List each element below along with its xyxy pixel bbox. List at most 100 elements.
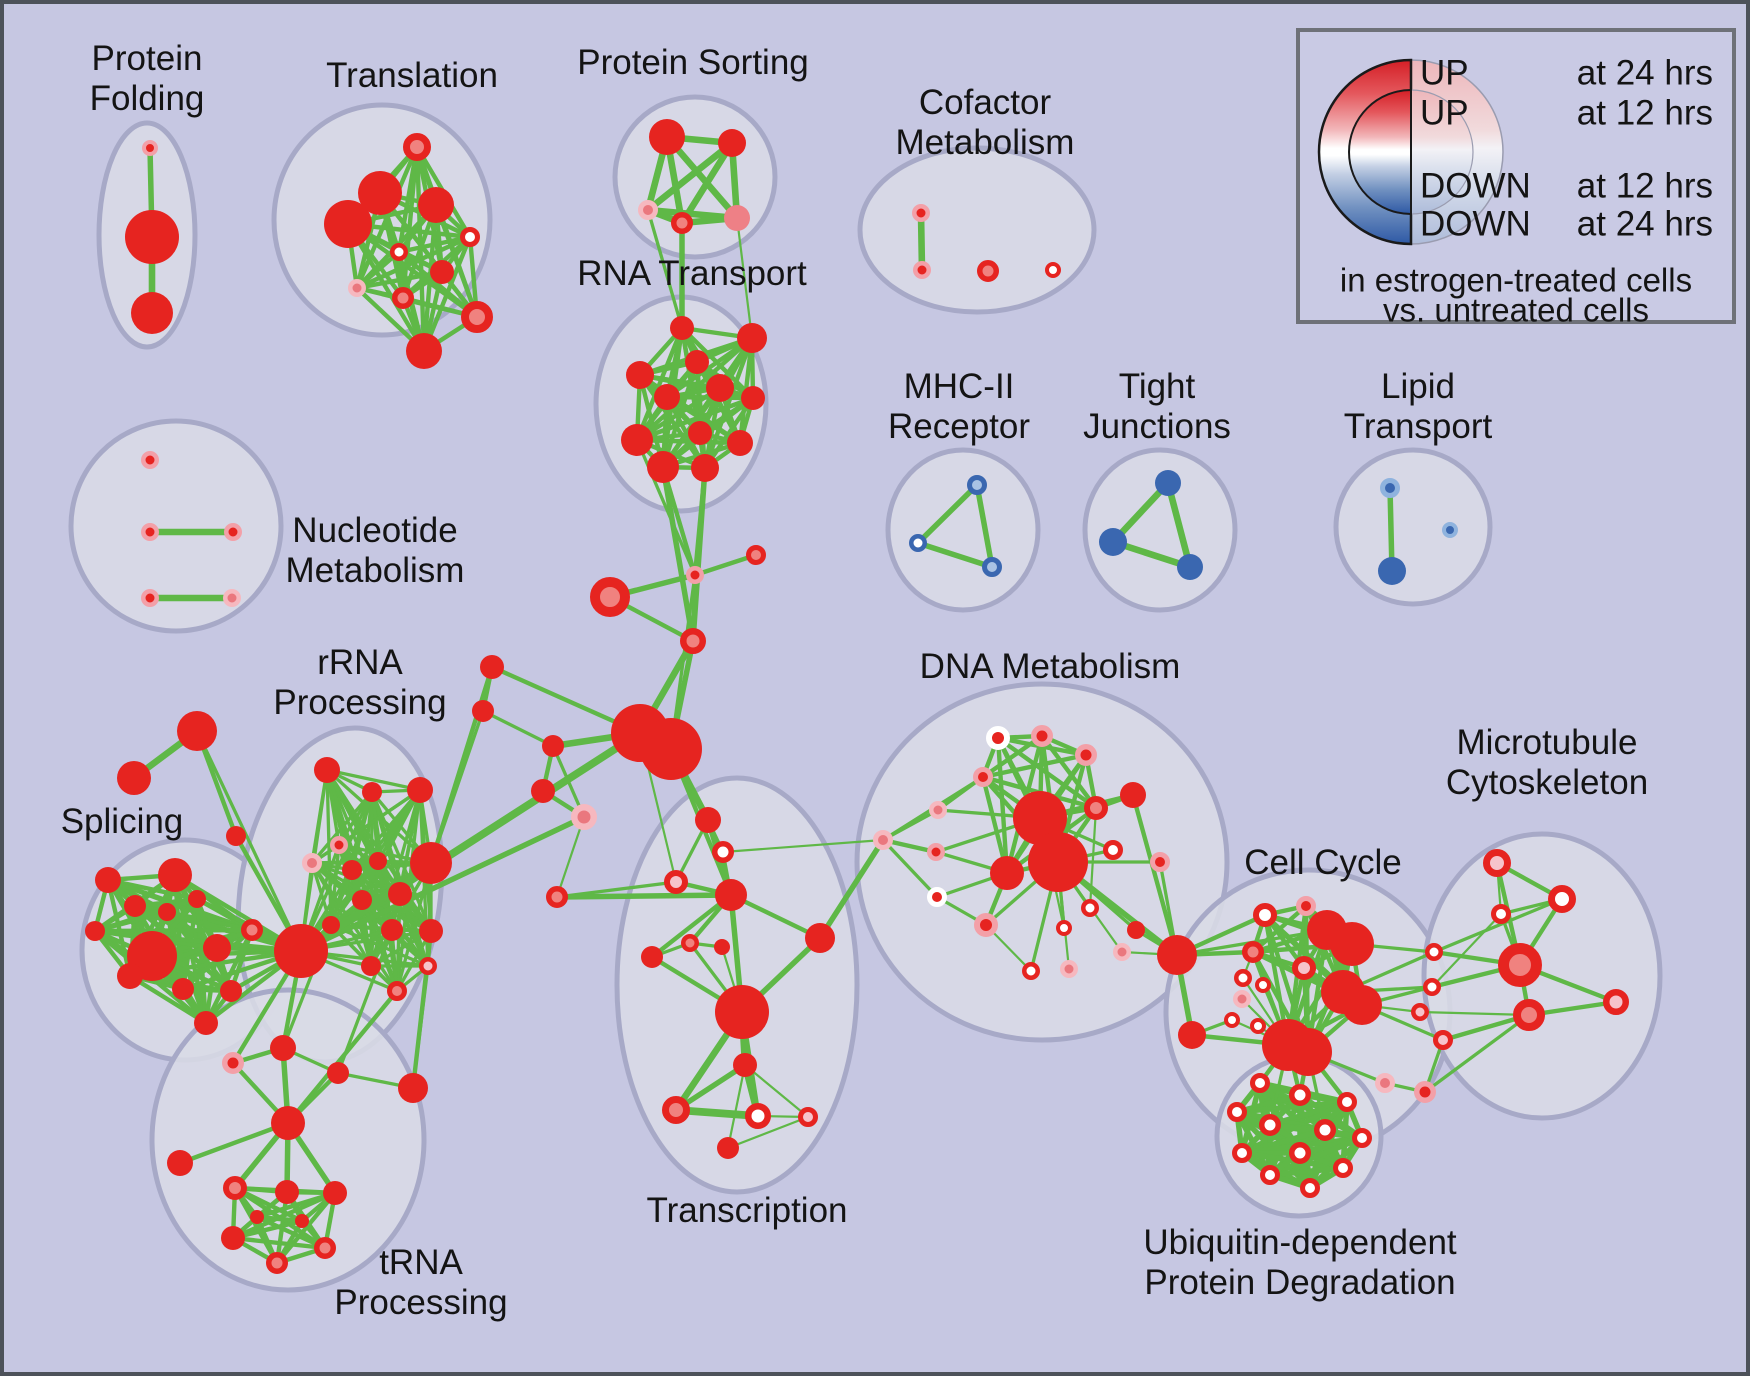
legend-row-keyword: UP — [1420, 53, 1469, 92]
network-node — [712, 841, 734, 863]
network-edge — [660, 464, 698, 578]
network-node — [480, 655, 504, 679]
network-edge — [230, 1235, 328, 1251]
network-node — [324, 200, 372, 248]
network-node — [177, 711, 217, 751]
network-node — [1375, 1073, 1395, 1093]
network-node — [1084, 796, 1108, 820]
network-node — [718, 129, 746, 157]
network-node — [131, 292, 173, 334]
network-edge — [646, 208, 684, 330]
network-node — [990, 856, 1024, 890]
network-node — [352, 890, 372, 910]
network-edge — [980, 752, 1089, 780]
network-edge — [285, 988, 400, 1126]
network-edge — [232, 1185, 305, 1224]
network-node — [873, 830, 893, 850]
network-node — [1013, 791, 1067, 845]
cluster-ellipse-protein-sorting — [612, 94, 778, 260]
network-node — [1224, 1012, 1240, 1028]
network-node — [410, 842, 452, 884]
network-node — [327, 1062, 349, 1084]
network-node — [1045, 262, 1061, 278]
network-edge — [726, 1063, 747, 1150]
network-node — [1548, 885, 1576, 913]
network-node — [460, 227, 480, 247]
network-edge — [634, 437, 743, 446]
legend-row-keyword: UP — [1420, 93, 1469, 132]
network-node — [1081, 899, 1099, 917]
network-node — [1177, 554, 1203, 580]
network-edge — [396, 234, 473, 255]
network-node — [223, 589, 241, 607]
network-node — [913, 261, 931, 279]
network-node — [1423, 978, 1441, 996]
network-node — [387, 981, 407, 1001]
network-edge — [92, 928, 304, 954]
network-node — [1491, 904, 1511, 924]
network-node — [158, 903, 176, 921]
network-node — [571, 804, 597, 830]
network-node — [406, 333, 442, 369]
network-node — [418, 187, 454, 223]
cluster-label-tight-junctions: Tight Junctions — [1083, 367, 1231, 446]
network-edge — [702, 335, 755, 471]
network-node — [1378, 557, 1406, 585]
network-node — [1513, 999, 1545, 1031]
cluster-labels-layer: Protein Folding Translation Protein Sorting… — [61, 39, 1648, 1322]
legend-box: UP at 24 hrs UP at 12 hrs DOWN at 12 hrs… — [1296, 28, 1736, 329]
network-node — [142, 140, 158, 156]
network-edge — [297, 729, 644, 955]
cluster-label-lipid-transport: Lipid Transport — [1344, 367, 1493, 446]
network-node — [927, 843, 945, 861]
network-edge — [1088, 806, 1098, 910]
network-node — [737, 323, 767, 353]
network-node — [986, 726, 1010, 750]
cluster-label-mhc-ii-receptor: MHC-II Receptor — [888, 367, 1030, 446]
network-node — [472, 700, 494, 722]
network-node — [695, 807, 721, 833]
network-node — [362, 782, 382, 802]
network-node — [1330, 922, 1374, 966]
network-node — [95, 867, 121, 893]
network-node — [85, 921, 105, 941]
network-node — [1433, 1030, 1453, 1050]
network-node — [654, 384, 680, 410]
network-node — [912, 204, 930, 222]
network-node — [1425, 943, 1443, 961]
network-edge — [194, 896, 209, 1026]
network-node — [1414, 1081, 1436, 1103]
network-node — [626, 361, 654, 389]
network-node — [1234, 969, 1252, 987]
network-node — [741, 386, 765, 410]
network-node — [1255, 977, 1271, 993]
network-node — [1289, 1084, 1311, 1106]
network-node — [927, 887, 947, 907]
network-node — [715, 879, 747, 911]
network-node — [670, 316, 694, 340]
network-node — [224, 523, 242, 541]
network-node — [314, 757, 340, 783]
network-node — [805, 923, 835, 953]
network-node — [314, 1237, 336, 1259]
network-node — [1031, 725, 1053, 747]
cluster-label-nucleotide-metabolism: Nucleotide Metabolism — [286, 511, 465, 590]
network-node — [381, 919, 403, 941]
network-edge — [369, 788, 422, 968]
network-edge — [1039, 733, 1099, 811]
network-edge — [92, 927, 255, 934]
network-node — [715, 985, 769, 1039]
network-node — [1250, 1073, 1270, 1093]
network-node — [1250, 1018, 1266, 1034]
network-node — [1232, 1143, 1252, 1163]
network-node — [407, 777, 433, 803]
network-node — [266, 1252, 288, 1274]
network-node — [419, 957, 437, 975]
network-edge — [702, 395, 756, 471]
network-edge — [411, 964, 430, 1090]
network-node — [241, 919, 263, 941]
legend-row-time: at 24 hrs — [1577, 204, 1713, 243]
network-node — [1157, 935, 1197, 975]
cluster-ellipse-microtubule-cytoskeleton — [1421, 831, 1663, 1121]
network-edge — [395, 892, 402, 993]
